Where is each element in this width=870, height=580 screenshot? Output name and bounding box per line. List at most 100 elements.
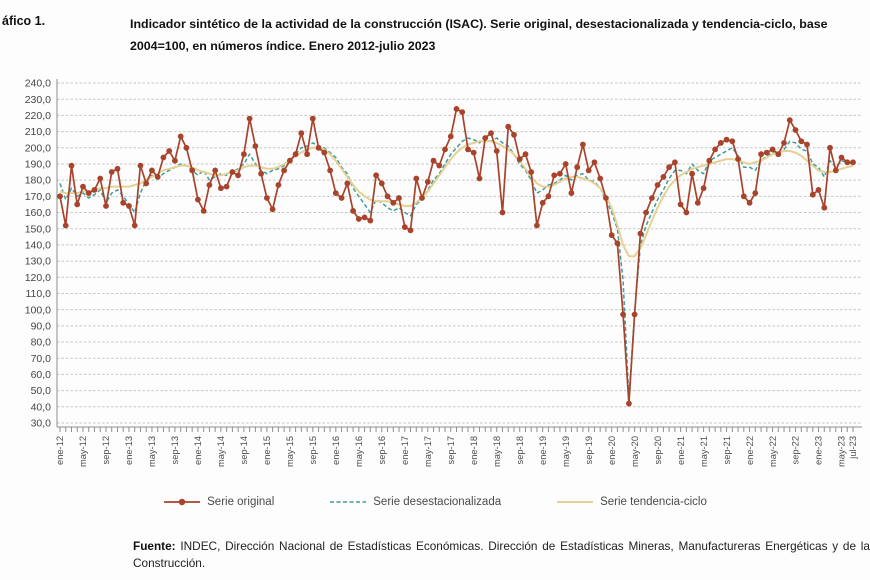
data-point-marker bbox=[568, 190, 575, 197]
data-point-marker bbox=[465, 146, 471, 153]
data-point-marker bbox=[321, 149, 328, 156]
y-axis-tick-label: 110,0 bbox=[26, 288, 52, 300]
x-axis-month-label: ene-18 bbox=[469, 436, 479, 465]
data-point-marker bbox=[631, 311, 638, 318]
data-point-marker bbox=[804, 141, 810, 148]
data-point-marker bbox=[229, 169, 236, 175]
data-point-marker bbox=[143, 180, 150, 187]
data-point-marker bbox=[235, 172, 242, 179]
x-axis-month-label: sep-20 bbox=[653, 436, 663, 464]
data-point-marker bbox=[166, 148, 173, 154]
y-axis-tick-label: 190,0 bbox=[25, 159, 51, 171]
legend-item-serie-desestacionalizada: Serie desestacionalizada bbox=[329, 496, 501, 508]
data-point-marker bbox=[746, 199, 753, 206]
data-point-marker bbox=[419, 195, 425, 201]
data-point-marker bbox=[557, 170, 563, 177]
data-point-marker bbox=[361, 214, 368, 221]
data-point-marker bbox=[700, 185, 707, 192]
x-axis-month-label: ene-20 bbox=[607, 436, 617, 465]
data-point-marker bbox=[493, 148, 500, 154]
data-point-marker bbox=[62, 222, 69, 229]
data-point-marker bbox=[189, 167, 196, 174]
data-point-marker bbox=[447, 133, 454, 140]
x-axis-month-label: ene-21 bbox=[676, 436, 686, 465]
x-axis-month-label: may-20 bbox=[630, 436, 640, 467]
x-axis-month-label: ene-19 bbox=[538, 436, 548, 465]
data-point-marker bbox=[212, 167, 219, 174]
x-axis-month-label: sep-15 bbox=[308, 436, 318, 464]
data-point-marker bbox=[528, 169, 535, 175]
x-axis-month-label: sep-22 bbox=[791, 436, 801, 464]
data-point-marker bbox=[200, 208, 207, 214]
legend-sample-solid bbox=[557, 501, 594, 503]
data-point-marker bbox=[459, 109, 466, 115]
data-point-marker bbox=[522, 151, 529, 158]
y-axis-tick-label: 70,0 bbox=[31, 353, 52, 365]
data-point-marker bbox=[252, 143, 259, 150]
data-point-marker bbox=[832, 167, 839, 174]
data-point-marker bbox=[488, 130, 494, 137]
legend-sample-dashed bbox=[330, 501, 367, 503]
data-point-marker bbox=[672, 159, 678, 166]
data-point-marker bbox=[344, 180, 351, 187]
y-axis-tick-label: 50,0 bbox=[31, 385, 52, 397]
x-axis-month-label: ene-12 bbox=[55, 436, 65, 465]
y-axis-tick-label: 200,0 bbox=[25, 142, 51, 154]
data-point-marker bbox=[315, 144, 322, 151]
data-point-marker bbox=[384, 193, 391, 200]
x-axis-month-label: ene-14 bbox=[193, 436, 203, 465]
data-point-marker bbox=[246, 115, 253, 122]
legend-item-serie-original: Serie original bbox=[163, 496, 274, 508]
data-point-marker bbox=[367, 217, 374, 224]
data-point-marker bbox=[126, 203, 132, 209]
data-point-marker bbox=[287, 157, 293, 164]
data-point-marker bbox=[717, 140, 724, 146]
legend-sample-solid-with-markers bbox=[164, 498, 201, 506]
data-point-marker bbox=[350, 208, 356, 214]
data-point-marker bbox=[815, 187, 822, 193]
serie-original bbox=[57, 106, 856, 407]
serie-tendencia-ciclo-line bbox=[59, 140, 854, 258]
data-point-marker bbox=[838, 154, 845, 161]
data-point-marker bbox=[694, 199, 701, 206]
x-axis-month-label: ene-16 bbox=[331, 436, 341, 465]
data-point-marker bbox=[534, 222, 540, 229]
data-point-marker bbox=[792, 127, 799, 133]
legend-label: Serie tendencia-ciclo bbox=[600, 496, 707, 508]
data-point-marker bbox=[160, 154, 167, 161]
data-point-marker bbox=[355, 216, 362, 222]
x-axis-month-label: may-15 bbox=[285, 436, 295, 467]
data-point-marker bbox=[85, 190, 92, 197]
y-axis-tick-label: 170,0 bbox=[25, 191, 51, 203]
y-axis-tick-label: 60,0 bbox=[31, 369, 52, 381]
x-axis-month-label: ene-23 bbox=[814, 436, 824, 465]
data-point-marker bbox=[689, 170, 695, 177]
data-point-marker bbox=[183, 144, 190, 151]
data-point-marker bbox=[516, 156, 523, 163]
data-point-marker bbox=[585, 167, 592, 174]
data-point-marker bbox=[413, 175, 420, 182]
y-axis-tick-label: 220,0 bbox=[25, 110, 51, 122]
data-point-marker bbox=[177, 133, 184, 140]
data-point-marker bbox=[809, 191, 816, 198]
data-point-marker bbox=[470, 149, 477, 156]
y-axis-tick-label: 150,0 bbox=[25, 223, 51, 235]
data-point-marker bbox=[769, 146, 776, 153]
data-point-marker bbox=[677, 201, 684, 208]
data-point-marker bbox=[407, 227, 414, 234]
data-point-marker bbox=[781, 140, 787, 146]
x-axis-month-label: sep-21 bbox=[722, 436, 732, 464]
x-axis-month-label: may-18 bbox=[492, 436, 502, 467]
data-point-marker bbox=[551, 172, 558, 179]
serie-desestacionalizada bbox=[59, 137, 854, 400]
data-point-marker bbox=[442, 146, 448, 153]
data-point-marker bbox=[223, 183, 230, 190]
data-point-marker bbox=[844, 159, 851, 166]
data-point-marker bbox=[68, 162, 75, 169]
y-axis-tick-label: 90,0 bbox=[31, 320, 52, 332]
isac-chart: 240,0 230,0 220,0 210,0 200,0 190,0 180,0 170,0… bbox=[25, 78, 862, 467]
data-point-marker bbox=[74, 201, 81, 208]
data-point-marker bbox=[338, 195, 345, 201]
data-point-marker bbox=[103, 203, 109, 209]
y-axis-tick-label: 160,0 bbox=[25, 207, 51, 219]
